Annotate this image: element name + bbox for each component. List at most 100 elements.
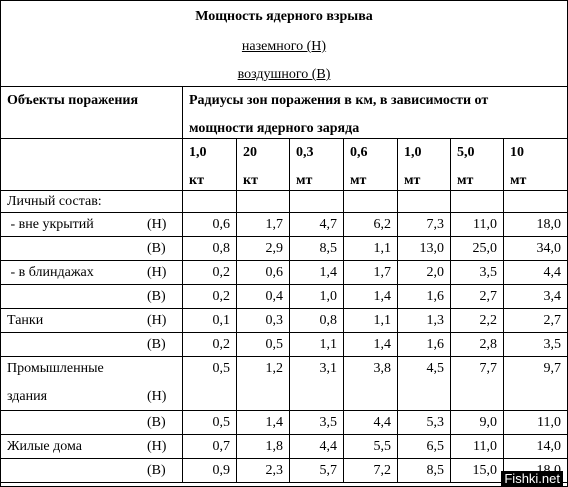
- table-cell: 11,0: [451, 213, 504, 237]
- cell-value: 5,5: [373, 439, 392, 454]
- table-cell: 1,0: [290, 285, 344, 309]
- cell-value: 0,1: [212, 313, 231, 328]
- watermark: Fishki.net: [501, 471, 563, 486]
- cell-value: 5,7: [319, 463, 338, 478]
- row-type: (В): [147, 337, 166, 352]
- cell-value: 2,2: [479, 313, 498, 328]
- cell-value: 4,4: [373, 415, 392, 430]
- table-cell: 0,4: [237, 285, 290, 309]
- table-row-label: - в блиндажах (Н): [1, 261, 183, 285]
- title-air: воздушного (В): [237, 67, 331, 82]
- table-cell: 1,4: [290, 261, 344, 285]
- cell-value: 3,4: [543, 289, 562, 304]
- cell-value: 0,5: [265, 337, 284, 352]
- table-cell: [290, 191, 344, 213]
- cell-value: 34,0: [536, 241, 562, 256]
- yield-unit: мт: [457, 173, 474, 188]
- cell-value: 0,4: [265, 289, 284, 304]
- industrial-label-2: здания: [7, 389, 48, 404]
- cell-value: 25,0: [472, 241, 498, 256]
- cell-value: 0,3: [265, 313, 284, 328]
- cell-value: 4,4: [319, 439, 338, 454]
- cell-value: 0,8: [319, 313, 338, 328]
- cell-value: 4,7: [319, 217, 338, 232]
- table-cell: 1,4: [237, 411, 290, 435]
- cell-value: 0,2: [212, 265, 231, 280]
- table-cell: 1,6: [398, 285, 451, 309]
- table-cell: 3,5: [451, 261, 504, 285]
- cell-value: 7,3: [426, 217, 445, 232]
- cell-value: 11,0: [473, 217, 497, 232]
- table-cell: 1,4: [344, 285, 398, 309]
- cell-value: 4,5: [426, 361, 445, 376]
- row-type: (Н): [147, 313, 167, 328]
- table-cell: [451, 191, 504, 213]
- table-cell: 0,5: [183, 357, 237, 411]
- table-cell: 4,5: [398, 357, 451, 411]
- table-row-label: (В): [1, 237, 183, 261]
- title-ground: наземного (Н): [241, 39, 327, 54]
- table-cell: 1,1: [290, 333, 344, 357]
- yield-value: 1,0: [404, 145, 422, 160]
- cell-value: 6,5: [426, 439, 445, 454]
- table-cell: 0,5: [237, 333, 290, 357]
- cell-value: 9,7: [543, 361, 562, 376]
- table-cell: 0,5: [183, 411, 237, 435]
- table-cell: 1,4: [344, 333, 398, 357]
- cell-value: 0,2: [212, 289, 231, 304]
- cell-value: 1,6: [426, 337, 445, 352]
- cell-value: 0,2: [212, 337, 231, 352]
- table-cell: 0,3: [237, 309, 290, 333]
- cell-value: 0,7: [212, 439, 231, 454]
- row-type: (В): [147, 241, 166, 256]
- cell-value: 3,1: [319, 361, 338, 376]
- table-cell: 0,2: [183, 333, 237, 357]
- table-cell: 0,1: [183, 309, 237, 333]
- table-cell: 4,4: [290, 435, 344, 459]
- yield-value: 5,0: [457, 145, 475, 160]
- yield-value: 0,6: [350, 145, 368, 160]
- cell-value: 15,0: [472, 463, 498, 478]
- table-cell: 5,5: [344, 435, 398, 459]
- row-label: Жилые дома: [7, 439, 82, 454]
- table-cell: 3,5: [504, 333, 567, 357]
- industrial-label-1: Промышленные: [7, 361, 104, 376]
- table-cell: [344, 191, 398, 213]
- row-label: - вне укрытий: [7, 217, 94, 232]
- cell-value: 5,3: [426, 415, 445, 430]
- cell-value: 4,4: [543, 265, 562, 280]
- cell-value: 0,6: [265, 265, 284, 280]
- table-cell: 1,6: [398, 333, 451, 357]
- cell-value: 1,6: [426, 289, 445, 304]
- yield-header-cell: 5,0 мт: [451, 139, 504, 191]
- yield-header-cell: 1,0 мт: [398, 139, 451, 191]
- table-cell: 4,4: [344, 411, 398, 435]
- yield-unit: мт: [404, 173, 421, 188]
- cell-value: 11,0: [473, 439, 497, 454]
- table-cell: 0,2: [183, 285, 237, 309]
- table-cell: 14,0: [504, 435, 567, 459]
- cell-value: 8,5: [426, 463, 445, 478]
- yield-unit: мт: [296, 173, 313, 188]
- cell-value: 1,4: [265, 415, 284, 430]
- yield-unit: мт: [350, 173, 367, 188]
- table-row-label: (Н) Промышленные здания: [1, 357, 183, 411]
- header-objects: Объекты поражения: [1, 87, 183, 139]
- cell-value: 0,9: [212, 463, 231, 478]
- table-cell: 6,2: [344, 213, 398, 237]
- table-cell: 8,5: [290, 237, 344, 261]
- table-row-label: (В): [1, 459, 183, 483]
- cell-value: 1,8: [265, 439, 284, 454]
- cell-value: 2,8: [479, 337, 498, 352]
- cell-value: 8,5: [319, 241, 338, 256]
- cell-value: 13,0: [419, 241, 445, 256]
- table-cell: 2,7: [504, 309, 567, 333]
- cell-value: 1,1: [373, 241, 392, 256]
- table-cell: 1,8: [237, 435, 290, 459]
- table-title: Мощность ядерного взрыва: [195, 9, 373, 24]
- cell-value: 1,7: [373, 265, 392, 280]
- row-type: (Н): [147, 265, 167, 280]
- table-row-label: (В): [1, 285, 183, 309]
- cell-value: 9,0: [479, 415, 498, 430]
